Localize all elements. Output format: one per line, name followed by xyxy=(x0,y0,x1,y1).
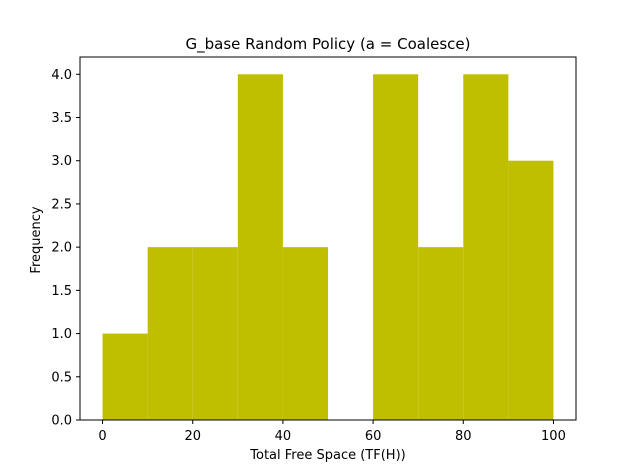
x-tick-label: 100 xyxy=(541,429,566,444)
histogram-bar xyxy=(147,247,193,420)
y-tick-label: 0.5 xyxy=(51,370,72,385)
histogram-bar xyxy=(237,74,283,421)
y-tick-label: 2.5 xyxy=(51,197,72,212)
y-tick-label: 3.0 xyxy=(51,154,72,169)
histogram-bar xyxy=(102,333,148,420)
histogram-bar xyxy=(463,74,509,421)
y-tick-label: 1.0 xyxy=(51,327,72,342)
y-tick-label: 3.5 xyxy=(51,111,72,126)
x-axis-ticks: 0 20 40 60 80 100 xyxy=(98,420,566,444)
y-tick-label: 1.5 xyxy=(51,284,72,299)
y-tick-label: 0.0 xyxy=(51,414,72,429)
x-tick-label: 0 xyxy=(98,429,106,444)
y-axis-ticks: 0.0 0.5 1.0 1.5 2.0 2.5 3.0 3.5 4.0 xyxy=(51,68,80,429)
y-axis-label: Frequency xyxy=(29,206,44,273)
bars-group xyxy=(102,74,554,421)
plot-frame xyxy=(79,56,577,421)
histogram-bar xyxy=(282,247,328,420)
histogram-bar xyxy=(192,247,238,420)
y-tick-label: 4.0 xyxy=(51,68,72,83)
y-tick-label: 2.0 xyxy=(51,241,72,256)
histogram-bar xyxy=(418,247,464,420)
x-tick-label: 80 xyxy=(455,429,472,444)
x-tick-label: 60 xyxy=(365,429,382,444)
x-tick-label: 20 xyxy=(184,429,201,444)
x-axis-label: Total Free Space (TF(H)) xyxy=(249,448,405,463)
histogram-bar xyxy=(373,74,419,421)
histogram-bar xyxy=(508,160,554,420)
x-tick-label: 40 xyxy=(275,429,292,444)
chart-title: G_base Random Policy (a = Coalesce) xyxy=(186,35,471,54)
